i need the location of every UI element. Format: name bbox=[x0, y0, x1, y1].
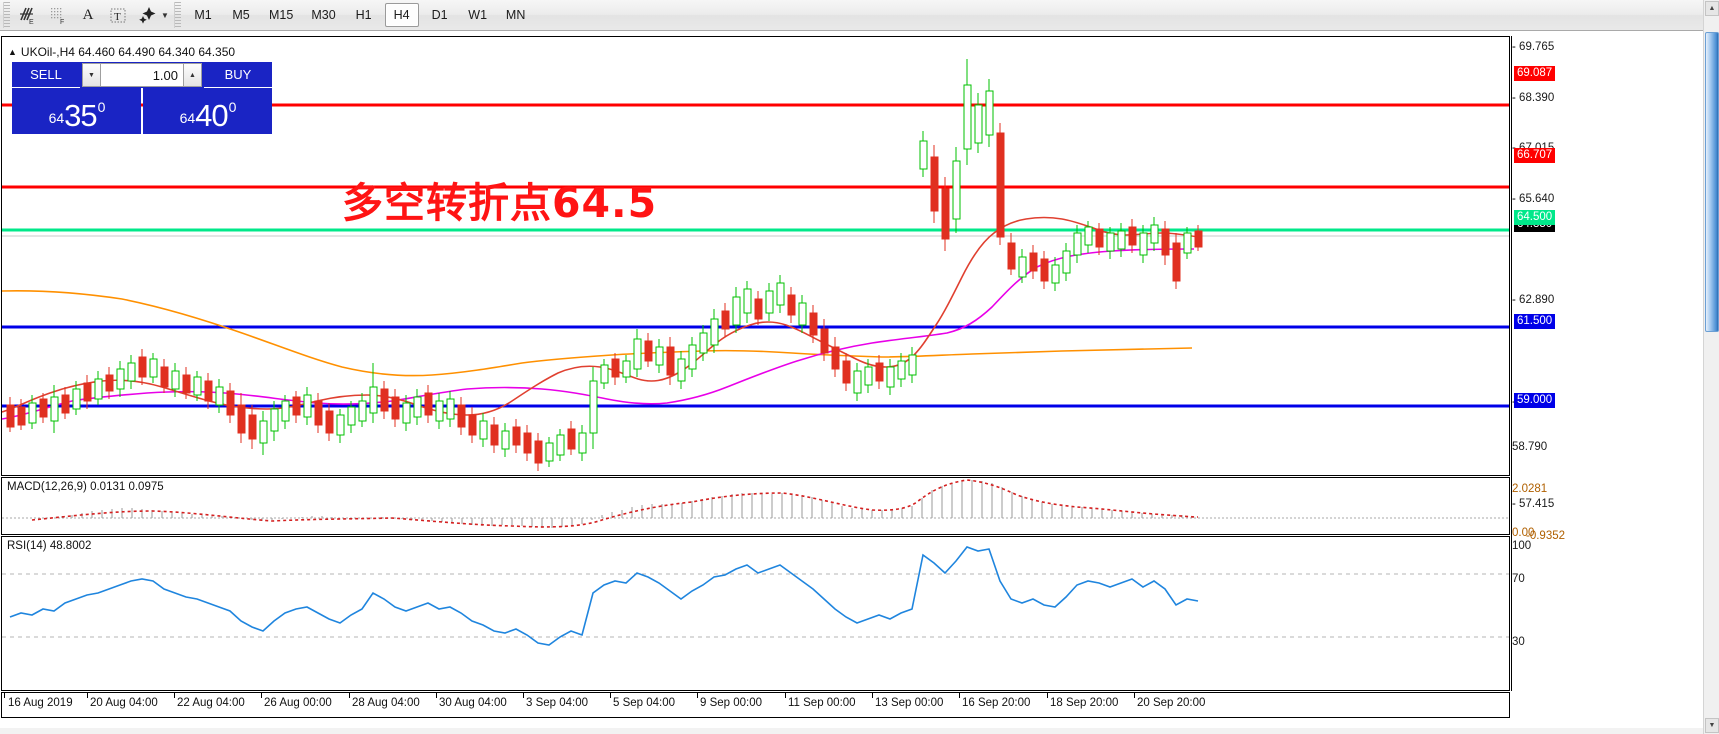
macd-scale-zero: 0.00 bbox=[1512, 527, 1535, 539]
sell-price-main: 35 bbox=[64, 98, 97, 133]
macd-scale-bottom: -0.9352 bbox=[1526, 530, 1566, 542]
ma-orange-line bbox=[2, 290, 1193, 377]
time-tick-1: 20 Aug 04:00 bbox=[90, 697, 158, 709]
macd-pane[interactable]: MACD(12,26,9) 0.0131 0.0975 bbox=[1, 477, 1510, 535]
buy-price-prefix: 64 bbox=[179, 110, 196, 126]
volume-decrease-icon[interactable]: ▼ bbox=[82, 63, 101, 87]
rsi-scale-70: 70 bbox=[1512, 573, 1525, 585]
volume-input[interactable]: 1.00 bbox=[101, 63, 183, 87]
price-tick-62890: - 62.890 bbox=[1512, 294, 1555, 306]
timeframe-grip[interactable] bbox=[174, 2, 181, 28]
time-tick-4: 28 Aug 04:00 bbox=[352, 697, 420, 709]
timeframe-m30[interactable]: M30 bbox=[311, 8, 336, 22]
svg-text:E: E bbox=[29, 19, 34, 25]
price-label-pivot-64500[interactable]: 64.500 bbox=[1514, 210, 1556, 225]
price-tick-57415: - 57.415 bbox=[1512, 498, 1555, 510]
time-tick-7: 5 Sep 04:00 bbox=[613, 697, 676, 709]
timeframe-d1[interactable]: D1 bbox=[431, 8, 448, 22]
volume-increase-icon[interactable]: ▲ bbox=[183, 63, 202, 87]
rsi-pane[interactable]: RSI(14) 48.8002 bbox=[1, 536, 1510, 691]
price-label-resistance-66707[interactable]: 66.707 bbox=[1514, 148, 1556, 163]
buy-button[interactable]: BUY bbox=[204, 62, 272, 88]
rsi-title: RSI(14) 48.8002 bbox=[7, 540, 92, 552]
time-tick-0: 16 Aug 2019 bbox=[8, 697, 73, 709]
macd-histogram bbox=[61, 480, 1193, 528]
time-tick-6: 3 Sep 04:00 bbox=[526, 697, 589, 709]
rsi-chart-svg bbox=[2, 546, 1509, 646]
svg-text:T: T bbox=[114, 11, 121, 23]
price-chart-svg bbox=[2, 59, 1509, 471]
templates-icon[interactable]: F bbox=[43, 1, 73, 29]
scroll-down-icon[interactable]: ▼ bbox=[1705, 718, 1719, 733]
macd-signal-line bbox=[31, 479, 1199, 528]
price-scale[interactable]: - 69.765 - 68.390 - 67.015 - 65.640 - 62… bbox=[1511, 36, 1571, 691]
time-tick-8: 9 Sep 00:00 bbox=[700, 697, 763, 709]
time-tick-12: 18 Sep 20:00 bbox=[1050, 697, 1119, 709]
chart-annotation-text[interactable]: 多空转折点64.5 bbox=[342, 179, 658, 227]
rsi-scale-100: 100 bbox=[1512, 540, 1532, 552]
time-tick-5: 30 Aug 04:00 bbox=[439, 697, 507, 709]
timeframe-h4[interactable]: H4 bbox=[384, 3, 419, 27]
text-label-icon[interactable]: T bbox=[103, 1, 133, 29]
sell-button[interactable]: SELL bbox=[12, 62, 80, 88]
text-tool-icon[interactable]: A bbox=[82, 6, 94, 23]
status-bar bbox=[0, 728, 1703, 734]
trade-controls-row: SELL ▼ 1.00 ▲ BUY bbox=[12, 62, 272, 88]
timeframe-w1[interactable]: W1 bbox=[468, 8, 488, 22]
timeframe-m15[interactable]: M15 bbox=[269, 8, 294, 22]
price-tick-69765: - 69.765 bbox=[1512, 41, 1555, 53]
vertical-scrollbar[interactable]: ▲ ▼ bbox=[1703, 0, 1719, 734]
timeframe-mn[interactable]: MN bbox=[505, 8, 526, 22]
symbol-ohlc-text: UKOil-,H4 64.460 64.490 64.340 64.350 bbox=[20, 45, 236, 59]
macd-chart-svg bbox=[2, 479, 1509, 528]
symbol-header: ▲ UKOil-,H4 64.460 64.490 64.340 64.350 bbox=[8, 45, 235, 59]
objects-dropdown-caret[interactable]: ▼ bbox=[161, 10, 169, 20]
rsi-scale-30: 30 bbox=[1512, 636, 1525, 648]
macd-title: MACD(12,26,9) 0.0131 0.0975 bbox=[7, 481, 164, 493]
time-tick-3: 26 Aug 00:00 bbox=[264, 697, 332, 709]
one-click-trade-panel[interactable]: SELL ▼ 1.00 ▲ BUY 64 35 0 bbox=[12, 62, 272, 134]
time-tick-13: 20 Sep 20:00 bbox=[1137, 697, 1206, 709]
sell-price-button[interactable]: 64 35 0 bbox=[12, 88, 141, 134]
macd-scale-top: 2.0281 bbox=[1512, 483, 1548, 495]
volume-stepper[interactable]: ▼ 1.00 ▲ bbox=[80, 62, 204, 88]
timeframe-m1[interactable]: M1 bbox=[194, 8, 212, 22]
price-label-support-61500[interactable]: 61.500 bbox=[1514, 314, 1556, 329]
time-scale[interactable]: 16 Aug 2019 20 Aug 04:00 22 Aug 04:00 26… bbox=[1, 692, 1510, 718]
timeframe-h1[interactable]: H1 bbox=[355, 8, 372, 22]
price-label-resistance-69087[interactable]: 69.087 bbox=[1514, 66, 1556, 81]
scrollbar-thumb[interactable] bbox=[1705, 32, 1719, 332]
toolbar-grip[interactable] bbox=[3, 2, 10, 28]
buy-price-sup: 0 bbox=[228, 99, 237, 115]
time-tick-10: 13 Sep 00:00 bbox=[875, 697, 944, 709]
rsi-line bbox=[9, 546, 1199, 646]
price-tick-68390: - 68.390 bbox=[1512, 92, 1555, 104]
chart-toolbar: E F A bbox=[0, 0, 1719, 31]
collapse-arrow-icon[interactable]: ▲ bbox=[8, 47, 17, 57]
price-tick-58790: 58.790 bbox=[1512, 441, 1548, 453]
sell-price-prefix: 64 bbox=[48, 110, 65, 126]
time-tick-9: 11 Sep 00:00 bbox=[788, 697, 856, 709]
buy-price-button[interactable]: 64 40 0 bbox=[143, 88, 272, 134]
scroll-up-icon[interactable]: ▲ bbox=[1705, 1, 1719, 16]
objects-icon[interactable] bbox=[133, 1, 163, 29]
price-pane[interactable]: ▲ UKOil-,H4 64.460 64.490 64.340 64.350 S… bbox=[1, 36, 1510, 476]
time-tick-2: 22 Aug 04:00 bbox=[177, 697, 245, 709]
sell-price-sup: 0 bbox=[97, 99, 106, 115]
trade-price-row: 64 35 0 64 40 0 bbox=[12, 88, 272, 134]
price-tick-65640: - 65.640 bbox=[1512, 193, 1555, 205]
buy-price-main: 40 bbox=[195, 98, 228, 133]
candlestick-series bbox=[6, 59, 1203, 471]
price-label-support-59000[interactable]: 59.000 bbox=[1514, 393, 1556, 408]
svg-text:F: F bbox=[60, 19, 64, 25]
timeframe-m5[interactable]: M5 bbox=[232, 8, 250, 22]
indicators-icon[interactable]: E bbox=[13, 1, 43, 29]
time-tick-11: 16 Sep 20:00 bbox=[962, 697, 1031, 709]
chart-canvas-area[interactable]: ▲ UKOil-,H4 64.460 64.490 64.340 64.350 S… bbox=[0, 31, 1703, 734]
ma-red-line bbox=[2, 216, 1199, 416]
